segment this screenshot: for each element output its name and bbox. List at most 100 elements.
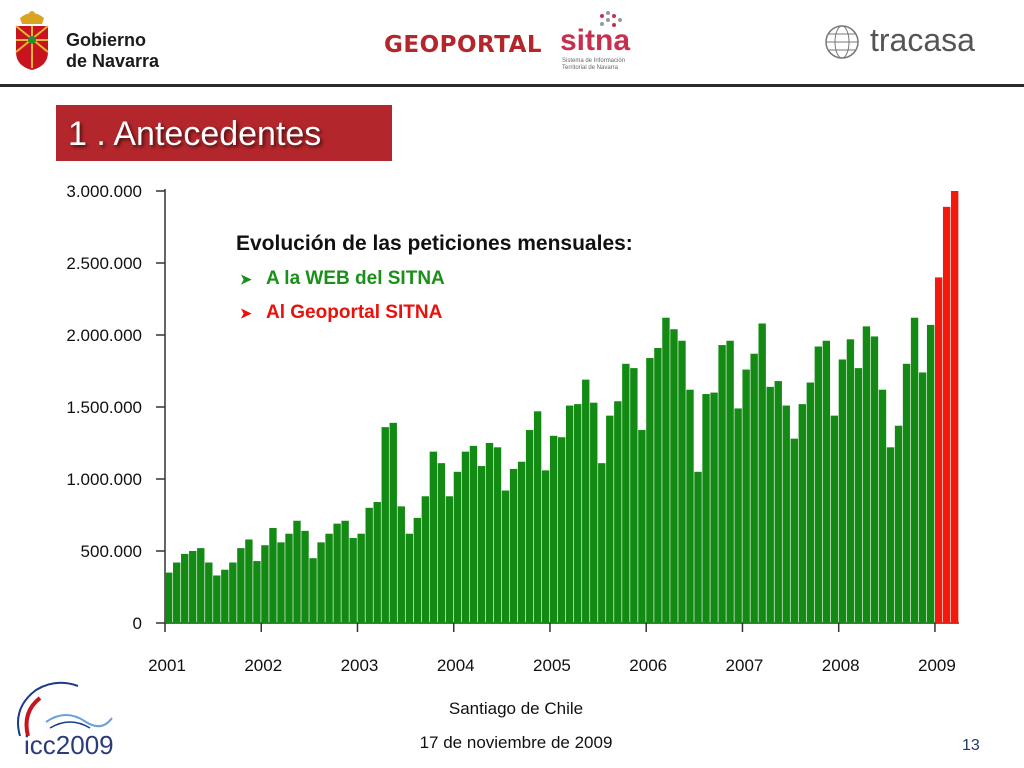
bar-web	[638, 430, 646, 623]
legend-item-geoportal: ➤ Al Geoportal SITNA	[240, 302, 633, 324]
page-number: 13	[962, 737, 980, 754]
x-axis: 2001 2002 2003 2004 2005 2006 2007 2008 2009	[148, 622, 959, 675]
bar-web	[774, 381, 782, 623]
bar-web	[469, 445, 478, 623]
x-tick-label: 2009	[918, 656, 956, 675]
bar-web	[742, 369, 750, 623]
bar-web	[894, 425, 903, 623]
bar-web	[862, 326, 871, 623]
icc-swirl-icon	[17, 681, 113, 737]
bar-web	[173, 562, 181, 623]
x-tick-label: 2002	[244, 656, 282, 675]
bar-web	[918, 372, 927, 623]
bar-web	[261, 545, 269, 623]
bar-web	[501, 490, 510, 623]
footer-location: Santiago de Chile	[448, 699, 584, 718]
bar-web	[886, 447, 895, 623]
sitna-dots-icon	[600, 11, 622, 27]
legend-label-web: A la WEB del SITNA	[266, 268, 445, 289]
bar-web	[365, 507, 373, 623]
y-tick-label: 2.000.000	[66, 326, 142, 345]
bar-web	[806, 382, 814, 623]
bar-web	[854, 368, 863, 623]
bar-web	[253, 561, 261, 623]
slide-title-box: 1 . Antecedentes	[56, 105, 392, 161]
bars	[165, 191, 959, 623]
legend-item-web: ➤ A la WEB del SITNA	[240, 268, 633, 290]
bar-geoportal	[934, 277, 943, 623]
bar-web	[838, 359, 847, 623]
bar-web	[654, 347, 662, 623]
bar-web	[910, 317, 919, 623]
bar-web	[445, 496, 454, 623]
bar-web	[517, 461, 526, 623]
monthly-requests-chart: 0 500.000 1.000.000 1.500.000 2.000.000 2.500…	[66, 182, 959, 675]
bar-web	[622, 363, 630, 623]
bar-web	[606, 415, 614, 623]
x-tick-label: 2006	[629, 656, 667, 675]
bar-web	[541, 470, 550, 623]
bar-web	[525, 430, 534, 623]
x-tick-label: 2001	[148, 656, 186, 675]
chart-legend: Evolución de las peticiones mensuales: ➤…	[236, 232, 633, 324]
navarra-coat-of-arms-icon	[15, 11, 49, 70]
y-tick-label: 2.500.000	[66, 254, 142, 273]
y-axis: 0 500.000 1.000.000 1.500.000 2.000.000 2.500…	[66, 182, 166, 633]
bar-web	[341, 520, 349, 623]
bar-web	[269, 527, 277, 623]
bar-web	[325, 533, 333, 623]
slide-title: 1 . Antecedentes	[68, 115, 322, 153]
bar-web	[317, 542, 325, 623]
bar-web	[630, 368, 638, 623]
gobierno-navarra-logo: Gobierno de Navarra	[10, 8, 170, 78]
bar-web	[293, 520, 301, 623]
gobierno-line1: Gobierno	[66, 30, 146, 50]
bar-web	[750, 353, 758, 623]
chevron-right-icon: ➤	[240, 271, 252, 287]
bar-web	[846, 339, 855, 623]
bar-web	[213, 575, 221, 623]
bar-web	[277, 542, 285, 623]
gobierno-line2: de Navarra	[66, 51, 160, 71]
bar-web	[686, 389, 694, 623]
header: Gobierno de Navarra GEOPORTAL sitna Sist…	[0, 0, 1024, 88]
bar-web	[405, 533, 413, 623]
y-tick-label: 0	[133, 614, 142, 633]
chevron-right-icon: ➤	[240, 305, 252, 321]
tracasa-logo: tracasa	[822, 20, 1012, 64]
legend-title: Evolución de las peticiones mensuales:	[236, 232, 633, 255]
bar-web	[678, 340, 686, 623]
geoportal-logo: GEOPORTAL	[384, 32, 543, 58]
bar-web	[205, 562, 213, 623]
bar-web	[229, 562, 237, 623]
bar-web	[902, 363, 911, 623]
y-tick-label: 500.000	[81, 542, 142, 561]
bar-web	[726, 340, 734, 623]
bar-web	[814, 346, 823, 623]
sitna-word: sitna	[560, 24, 631, 57]
bar-web	[397, 506, 405, 623]
x-tick-label: 2007	[726, 656, 764, 675]
bar-web	[734, 408, 742, 623]
bar-web	[485, 443, 494, 623]
y-tick-label: 3.000.000	[66, 182, 142, 201]
icc-word: icc2009	[24, 730, 114, 760]
bar-web	[389, 422, 397, 623]
gobierno-navarra-text: Gobierno de Navarra	[66, 30, 159, 72]
bar-web	[429, 451, 438, 623]
bar-web	[189, 551, 197, 623]
bar-web	[245, 539, 253, 623]
bar-web	[413, 517, 422, 623]
bar-web	[870, 336, 879, 623]
bar-web	[493, 447, 502, 623]
bar-web	[710, 392, 718, 623]
y-tick-label: 1.000.000	[66, 470, 142, 489]
bar-web	[453, 471, 462, 623]
x-tick-label: 2008	[822, 656, 860, 675]
bar-web	[237, 548, 245, 623]
footer-date: 17 de noviembre de 2009	[419, 733, 613, 752]
bar-web	[614, 401, 622, 623]
sitna-logo: sitna Sistema de Información Territorial…	[556, 6, 636, 86]
bar-web	[165, 572, 173, 623]
bar-web	[830, 415, 839, 623]
